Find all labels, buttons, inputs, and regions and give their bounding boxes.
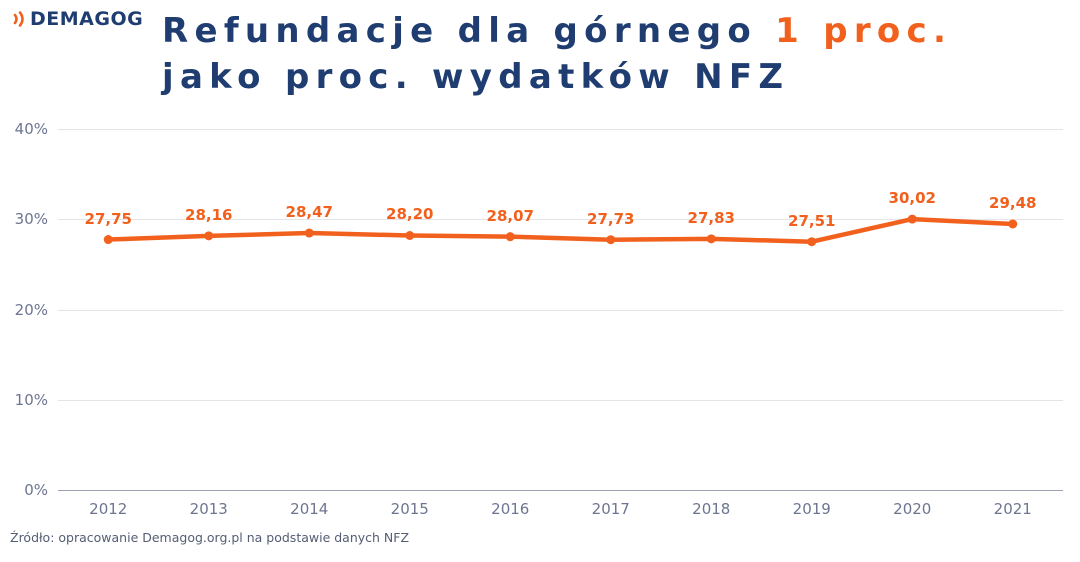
x-axis-tick-2019: 2019 [792, 500, 831, 518]
series-line [108, 216, 1013, 244]
data-label-2013: 28,16 [185, 205, 233, 224]
gridline-20% [58, 309, 1063, 311]
data-point-2017[interactable] [606, 235, 616, 245]
x-axis-tick-2016: 2016 [491, 500, 530, 518]
x-axis-tick-2017: 2017 [591, 500, 630, 518]
x-axis-tick-2018: 2018 [692, 500, 731, 518]
data-point-2014[interactable] [304, 228, 314, 238]
x-axis-tick-2012: 2012 [89, 500, 128, 518]
data-point-2021[interactable] [1008, 219, 1018, 229]
y-axis-tick-10%: 10% [14, 390, 48, 409]
data-point-2013[interactable] [204, 231, 214, 241]
gridline-40% [58, 129, 1063, 130]
data-point-2012[interactable] [103, 235, 113, 245]
data-label-2016: 28,07 [486, 206, 534, 225]
y-axis-tick-0%: 0% [24, 481, 48, 499]
title-line1-accent: 1 proc. [775, 11, 953, 51]
gridline-30% [58, 219, 1063, 221]
brand-name: DEMAGOG [30, 8, 144, 30]
gridline-10% [58, 399, 1063, 401]
sound-waves-icon [13, 11, 24, 27]
source-note: Źródło: opracowanie Demagog.org.pl na po… [10, 530, 410, 545]
data-label-2019: 27,51 [788, 211, 836, 230]
data-label-2015: 28,20 [386, 205, 434, 224]
y-axis-tick-40%: 40% [14, 120, 48, 138]
data-point-2018[interactable] [706, 234, 716, 244]
title-line-2: jako proc. wydatków NFZ [162, 57, 790, 97]
data-label-2020: 30,02 [888, 189, 936, 208]
data-label-2017: 27,73 [587, 209, 635, 228]
data-label-2012: 27,75 [84, 209, 132, 228]
title-line1-main: Refundacje dla górnego [162, 11, 776, 51]
x-axis-tick-2015: 2015 [390, 500, 429, 518]
y-axis-tick-20%: 20% [14, 300, 48, 319]
y-axis-tick-30%: 30% [14, 210, 48, 229]
data-point-2019[interactable] [807, 237, 817, 247]
data-label-2021: 29,48 [989, 193, 1037, 212]
x-axis-tick-2013: 2013 [189, 500, 228, 518]
data-label-2014: 28,47 [285, 203, 333, 222]
title-line-1: Refundacje dla górnego 1 proc. [162, 8, 1042, 54]
x-axis-tick-2021: 2021 [993, 500, 1032, 518]
data-point-2015[interactable] [405, 230, 415, 240]
x-axis-tick-2014: 2014 [290, 500, 329, 518]
data-label-2018: 27,83 [687, 208, 735, 227]
demagog-logo: DEMAGOG [12, 8, 143, 30]
gridline-0% [58, 490, 1063, 491]
chart-title: Refundacje dla górnego 1 proc. jako proc… [162, 8, 1042, 100]
data-point-2016[interactable] [505, 232, 515, 242]
x-axis-tick-2020: 2020 [893, 500, 932, 518]
data-point-2020[interactable] [907, 214, 917, 224]
